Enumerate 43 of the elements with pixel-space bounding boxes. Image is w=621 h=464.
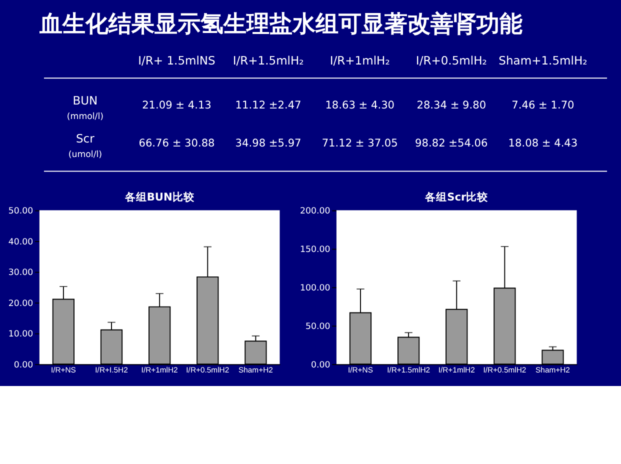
text: Sham+1.5mlH₂: [498, 54, 588, 68]
x-tick-label: I/R+0.5mlH2: [186, 365, 230, 374]
y-tick-label: 50.00: [305, 322, 330, 332]
y-tick-label: 40.00: [8, 237, 34, 248]
text: I/R+ 1.5mlNS: [138, 54, 216, 68]
text: Scr: [76, 131, 95, 146]
x-tick-label: I/R+0.5mlH2: [483, 365, 526, 374]
y-tick-label: 0.00: [14, 360, 34, 370]
x-tick-label: I/R+NS: [348, 365, 373, 374]
text: 66.76 ± 30.88: [138, 138, 215, 150]
text: 28.34 ± 9.80: [416, 100, 486, 112]
text: BUN: [72, 93, 98, 108]
x-tick-label: I/R+NS: [50, 365, 76, 374]
text: 血生化结果显示氢生理盐水组可显著改善肾功能: [38, 10, 522, 38]
chart-title: 各组Scr比较: [424, 190, 490, 204]
y-tick-label: 50.00: [8, 206, 34, 217]
text: 21.09 ± 4.13: [142, 100, 212, 112]
x-tick-label: Sham+H2: [238, 365, 273, 374]
x-tick-label: I/R+1mlH2: [141, 365, 178, 374]
x-tick-label: I/R+1.5mlH2: [387, 365, 430, 374]
y-tick-label: 20.00: [8, 298, 34, 309]
x-tick-label: Sham+H2: [536, 365, 570, 374]
text: (umol/l): [68, 150, 102, 160]
y-tick-label: 150.00: [300, 245, 330, 256]
chart-title: 各组BUN比较: [124, 190, 196, 204]
y-tick-label: 100.00: [300, 284, 330, 294]
text: I/R+0.5mlH₂: [416, 54, 487, 68]
x-tick-label: I/R+I.5H2: [95, 365, 128, 374]
text: 7.46 ± 1.70: [512, 100, 575, 112]
x-tick-label: I/R+1mlH2: [438, 365, 475, 374]
text: I/R+1.5mlH₂: [232, 54, 304, 68]
text: 71.12 ± 37.05: [322, 138, 398, 150]
y-tick-label: 10.00: [8, 330, 34, 340]
text: 34.98 ±5.97: [235, 138, 302, 150]
y-tick-label: 30.00: [8, 268, 34, 278]
y-tick-label: 200.00: [300, 206, 330, 217]
text: 98.82 ±54.06: [415, 138, 488, 150]
text: 18.63 ± 4.30: [325, 100, 395, 112]
text: (mmol/l): [66, 112, 104, 122]
text: I/R+1mlH₂: [330, 54, 390, 68]
y-tick-label: 0.00: [310, 360, 330, 370]
text: 18.08 ± 4.43: [508, 138, 578, 150]
text: 11.12 ±2.47: [235, 100, 302, 112]
